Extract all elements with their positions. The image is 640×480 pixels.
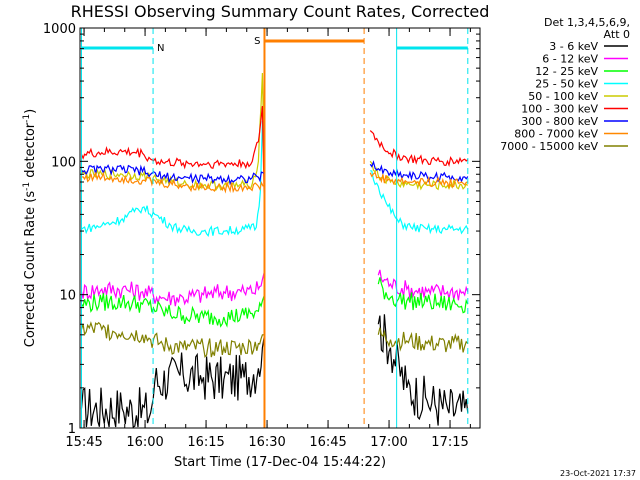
series-line [377,269,469,301]
legend-label: 50 - 100 keV [528,90,598,103]
series-line [369,130,469,168]
y-tick-label: 100 [51,155,76,170]
series-line [81,293,266,328]
y-tick-label: 1 [68,422,76,437]
series-line [377,314,469,426]
y-axis-label-superscript-2: -1 [22,114,32,123]
saa-label: S [254,36,260,47]
x-axis-label: Start Time (17-Dec-04 15:44:22) [174,455,386,470]
x-tick-label: 16:15 [187,435,224,450]
interval-markers: NS [80,28,469,428]
legend-label: 800 - 7000 keV [514,128,598,141]
x-tick-label: 16:00 [126,435,163,450]
series-line [80,321,265,358]
series-line [369,160,469,184]
chart-title: RHESSI Observing Summary Count Rates, Co… [71,2,490,21]
y-tick-label: 1000 [43,22,76,37]
legend-label: 100 - 300 keV [521,103,598,116]
series-layer [80,72,469,428]
x-tick-label: 16:30 [248,435,285,450]
y-axis-label-middle: detector [23,122,38,182]
series-line [370,170,469,235]
legend-label: 3 - 6 keV [549,40,598,53]
x-tick-label: 17:00 [370,435,407,450]
y-axis-label-main: Corrected Count Rate (s [23,191,38,348]
y-axis-label-superscript-1: -1 [22,182,32,191]
y-tick-label: 10 [59,289,76,304]
legend-label: 25 - 50 keV [535,78,598,91]
y-axis-label-end: ) [23,109,38,114]
series-line [81,121,266,238]
footer-date: 23-Oct-2021 17:37 [560,469,636,478]
plot-frame [79,27,481,429]
night-label: N [157,43,164,54]
legend-label: 12 - 25 keV [535,65,598,78]
series-line [80,271,266,307]
x-tick-label: 16:45 [309,435,346,450]
legend-label: 7000 - 15000 keV [500,140,598,153]
y-axis: 1 10 100 1000 [43,22,480,437]
legend-header-line1: Det 1,3,4,5,6,9, [544,16,630,29]
x-tick-label: 17:15 [431,435,468,450]
series-line [377,327,469,353]
legend-label: 6 - 12 keV [542,53,598,66]
legend-label: 300 - 800 keV [521,115,598,128]
x-tick-label: 15:45 [65,435,102,450]
series-line [81,164,265,186]
series-line [81,171,265,194]
legend-header-line2: Att 0 [604,28,630,41]
series-line [80,334,266,428]
y-axis-label: Corrected Count Rate (s-1 detector-1) [22,109,38,347]
x-axis: 15:45 16:00 16:15 16:30 16:45 17:00 17:15 [65,28,471,450]
series-line [369,171,468,190]
series-line [377,277,469,314]
series-line [80,105,266,215]
